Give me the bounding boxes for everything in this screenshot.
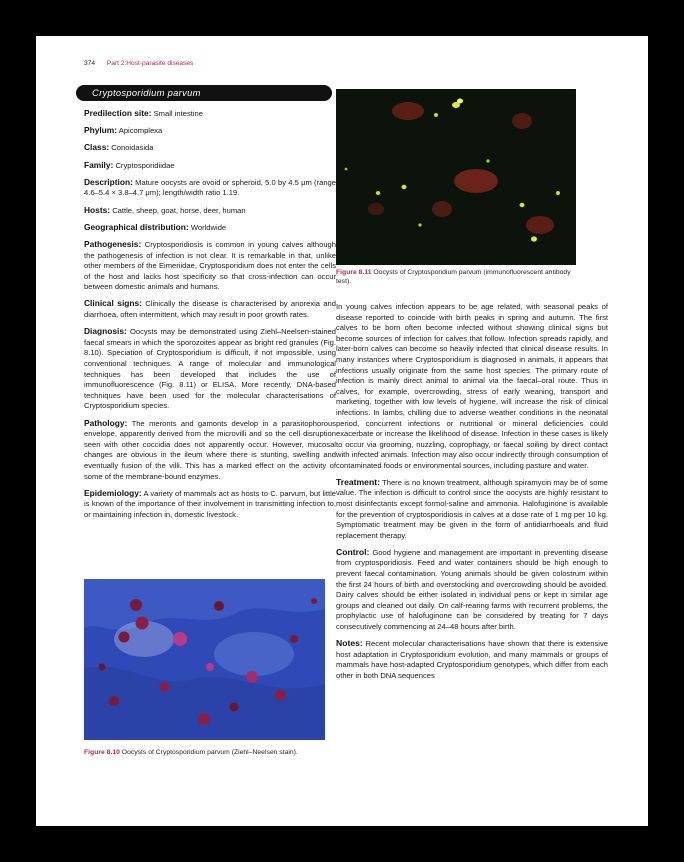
paragraph-notes: Notes: Recent molecular characterisation…	[336, 638, 608, 681]
field-text: Small intestine	[153, 109, 203, 118]
field-label: Description:	[84, 176, 133, 187]
part-title: Part 2:Host-parasite diseases	[106, 60, 194, 67]
field-label: Family:	[84, 159, 114, 170]
field-label: Predilection site:	[84, 108, 152, 118]
right-column: In young calves infection appears to be …	[336, 302, 608, 687]
species-title-bar: Cryptosporidium parvum	[76, 85, 332, 101]
left-column: Predilection site: Small intestine Phylu…	[84, 108, 336, 526]
species-title: Cryptosporidium parvum	[92, 87, 201, 98]
field-label: Clinical signs:	[84, 298, 142, 309]
paragraph-label: Notes:	[336, 637, 363, 648]
book-page: 374 Part 2:Host-parasite diseases Crypto…	[36, 36, 648, 826]
field-text: Conoidasida	[111, 143, 154, 153]
figure-label: Figure 8.11	[336, 269, 372, 276]
field-text: Cryptosporidiidae	[115, 160, 175, 170]
paragraph-control: Control: Good hygiene and management are…	[336, 547, 608, 633]
paragraph-text: In young calves infection appears to be …	[336, 302, 608, 470]
field-label: Class:	[84, 142, 110, 153]
stained-smear-micrograph	[84, 579, 325, 740]
figure-8-11-immunofluorescence-image	[336, 89, 576, 265]
figure-8-10-ziehl-neelsen-image	[84, 579, 325, 740]
field-label: Pathogenesis:	[84, 238, 142, 249]
figure-label: Figure 8.10	[84, 749, 120, 756]
field-text: Mature oocysts are ovoid or spheroid, 5.…	[84, 177, 336, 198]
field-text: Clinically the disease is characterised …	[84, 299, 336, 320]
field-text: Oocysts may be demonstrated using Ziehl–…	[84, 327, 336, 411]
field-label: Epidemiology:	[84, 487, 142, 498]
field-label: Hosts:	[84, 204, 111, 215]
field-text: A variety of mammals act as hosts to C. …	[84, 488, 336, 519]
field-class: Class: Conoidasida	[84, 142, 336, 154]
field-text: Cryptosporidiosis is common in young cal…	[84, 239, 336, 292]
field-hosts: Hosts: Cattle, sheep, goat, horse, deer,…	[84, 205, 336, 217]
fluorescence-micrograph	[336, 89, 576, 265]
field-phylum: Phylum: Apicomplexa	[84, 125, 336, 137]
page-number: 374	[84, 60, 96, 67]
field-pathogenesis: Pathogenesis: Cryptosporidiosis is commo…	[84, 239, 336, 293]
field-label: Geographical distribution:	[84, 221, 189, 232]
field-label: Diagnosis:	[84, 326, 127, 337]
figure-8-10-caption: Figure 8.10 Oocysts of Cryptosporidium p…	[84, 748, 344, 757]
figure-caption-text: Oocysts of Cryptosporidium parvum (immun…	[336, 269, 571, 285]
figure-caption-text: Oocysts of Cryptosporidium parvum (Ziehl…	[121, 749, 298, 756]
field-family: Family: Cryptosporidiidae	[84, 160, 336, 172]
field-text: Worldwide	[190, 222, 227, 232]
field-clinical-signs: Clinical signs: Clinically the disease i…	[84, 298, 336, 320]
field-predilection-site: Predilection site: Small intestine	[84, 108, 336, 120]
running-head: 374 Part 2:Host-parasite diseases	[84, 60, 193, 67]
field-label: Pathology:	[84, 417, 128, 428]
field-description: Description: Mature oocysts are ovoid or…	[84, 177, 336, 199]
paragraph-label: Control:	[336, 546, 370, 557]
paragraph-text: Good hygiene and management are importan…	[336, 547, 608, 631]
paragraph-text: Recent molecular characterisations have …	[336, 638, 608, 680]
field-text: Cattle, sheep, goat, horse, deer, human	[112, 205, 246, 215]
paragraph-label: Treatment:	[336, 476, 380, 487]
field-text: The meronts and gamonts develop in a par…	[84, 418, 336, 481]
field-epidemiology: Epidemiology: A variety of mammals act a…	[84, 488, 336, 521]
field-diagnosis: Diagnosis: Oocysts may be demonstrated u…	[84, 326, 336, 412]
field-label: Phylum:	[84, 125, 118, 136]
figure-8-11-caption: Figure 8.11 Oocysts of Cryptosporidium p…	[336, 268, 586, 286]
field-text: Apicomplexa	[118, 126, 163, 136]
field-geographical-distribution: Geographical distribution: Worldwide	[84, 222, 336, 234]
paragraph-treatment: Treatment: There is no known treatment, …	[336, 477, 608, 542]
paragraph-epidemiology-continued: In young calves infection appears to be …	[336, 302, 608, 472]
field-pathology: Pathology: The meronts and gamonts devel…	[84, 418, 336, 483]
paragraph-text: There is no known treatment, although sp…	[336, 477, 608, 540]
